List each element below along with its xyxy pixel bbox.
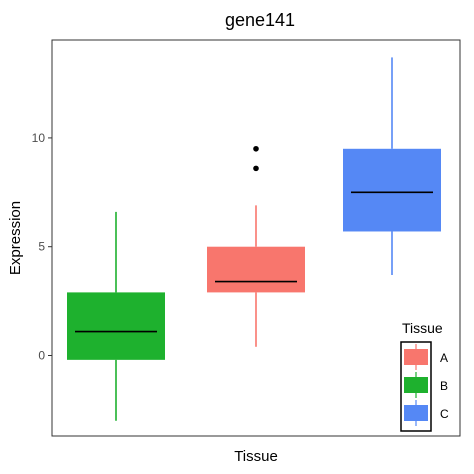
y-tick-label: 10 [32, 131, 46, 145]
legend-label: C [440, 407, 449, 421]
outlier-point [253, 145, 259, 152]
box-A [207, 145, 305, 347]
boxes [67, 57, 441, 421]
legend-entry-C: C [404, 400, 449, 426]
box-B [67, 211, 165, 421]
legend: Tissue ABC [400, 320, 449, 432]
box-iqr [343, 148, 441, 232]
y-axis-title: Expression [7, 201, 24, 275]
chart-title: gene141 [225, 10, 295, 30]
box-C [343, 57, 441, 275]
legend-entries: ABC [404, 344, 449, 426]
legend-entry-B: B [404, 372, 448, 398]
x-axis-title: Tissue [234, 448, 278, 465]
legend-label: B [440, 379, 448, 393]
box-iqr [207, 246, 305, 293]
y-tick-label: 5 [38, 240, 45, 254]
legend-label: A [440, 351, 448, 365]
y-axis: 0 5 10 [32, 131, 52, 362]
y-tick-label: 0 [38, 348, 45, 362]
legend-entry-A: A [404, 344, 448, 370]
legend-title: Tissue [402, 320, 443, 336]
box-iqr [67, 292, 165, 360]
outlier-point [253, 165, 259, 172]
